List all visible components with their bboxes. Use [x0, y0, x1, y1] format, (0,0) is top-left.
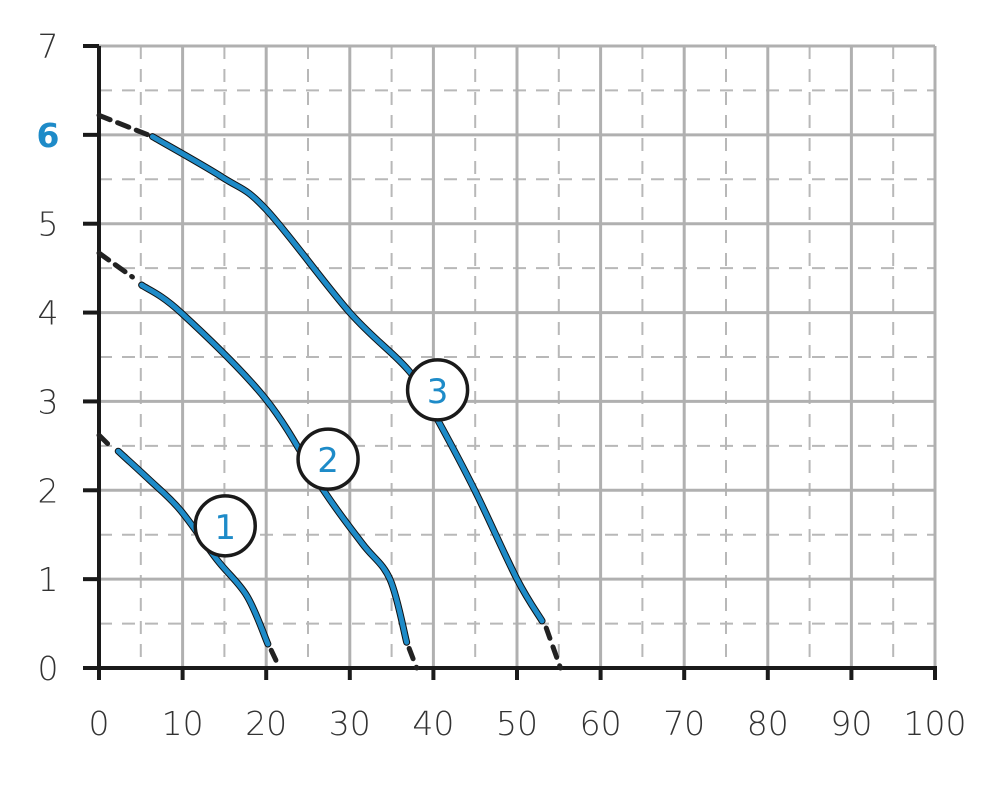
curve-3-extrapolation-end — [543, 625, 563, 671]
x-tick-label: 90 — [830, 704, 872, 743]
axes — [83, 44, 937, 680]
curve-3 — [150, 134, 545, 624]
x-tick-label: 70 — [663, 704, 705, 743]
x-tick-label: 30 — [329, 704, 371, 743]
x-tick-label: 50 — [496, 704, 538, 743]
curve-1-extrapolation-end — [268, 647, 283, 671]
tick-labels: 0 10 20 30 40 50 60 70 80 90 100 0 1 2 3 4 5 6 7 — [37, 27, 967, 743]
curve-3-badge-label: 3 — [427, 372, 449, 412]
y-tick-label: 2 — [38, 471, 59, 510]
curve-2-extrapolation-end — [406, 645, 420, 671]
curve-2-badge-label: 2 — [317, 441, 339, 481]
y-tick-label: 1 — [38, 560, 59, 599]
y-tick-label: 6 — [37, 116, 60, 155]
curve-1-badge — [193, 494, 257, 558]
y-tick-label: 3 — [38, 382, 59, 421]
curve-1-extrapolation-start — [96, 432, 113, 449]
curve-2-badge — [296, 427, 360, 491]
y-tick-label: 7 — [38, 27, 59, 66]
curves — [96, 112, 563, 671]
y-tick-label: 5 — [38, 205, 59, 244]
x-tick-label: 0 — [89, 704, 110, 743]
curve-3-badge — [405, 358, 470, 422]
x-tick-label: 20 — [245, 704, 287, 743]
y-tick-label: 4 — [38, 294, 59, 333]
curve-labels: 1 2 3 — [193, 358, 470, 558]
curve-1-badge-label: 1 — [214, 508, 236, 548]
curve-2-extrapolation-start — [96, 250, 135, 280]
x-tick-label: 40 — [412, 704, 454, 743]
x-tick-label: 10 — [162, 704, 204, 743]
y-tick-label: 0 — [38, 649, 59, 688]
x-tick-label: 60 — [580, 704, 622, 743]
x-tick-label: 100 — [904, 704, 967, 743]
x-tick-label: 80 — [747, 704, 789, 743]
